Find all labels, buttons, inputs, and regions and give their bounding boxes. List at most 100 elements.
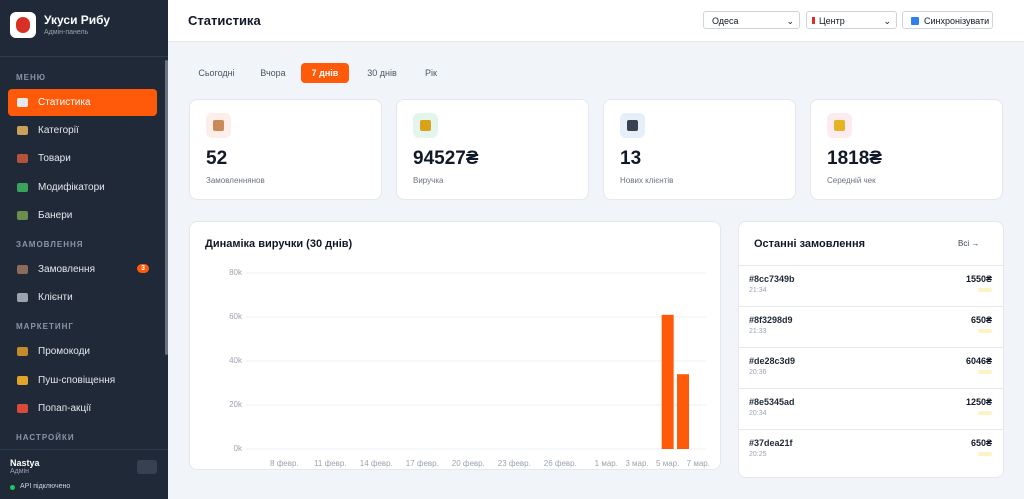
- city: Одеса: [712, 16, 739, 26]
- order-id: #37dea21f: [749, 438, 793, 448]
- nav-icon: [17, 265, 28, 274]
- stat-label: Нових клієнтів: [620, 176, 674, 185]
- page-title: Статистика: [188, 13, 261, 28]
- order-status: [978, 288, 992, 292]
- stat-icon: [413, 113, 438, 138]
- stat-label: Замовленнянов: [206, 176, 265, 185]
- nav-label: Попап-акції: [38, 403, 92, 414]
- order-status: [978, 370, 992, 374]
- nav-icon: [17, 183, 28, 192]
- nav-heading: МЕНЮ: [16, 73, 47, 82]
- nav-item[interactable]: Категорії: [8, 117, 157, 144]
- y-tick-label: 20k: [229, 400, 243, 409]
- nav-label: Товари: [38, 153, 71, 164]
- order-id: #8cc7349b: [749, 274, 795, 284]
- order-row[interactable]: #8cc7349b 21:34 1550₴: [739, 265, 1003, 307]
- order-row[interactable]: #8f3298d9 21:33 650₴: [739, 306, 1003, 348]
- nav-label: Категорії: [38, 125, 79, 136]
- order-id: #8f3298d9: [749, 315, 793, 325]
- user-role: Адмін: [10, 468, 29, 475]
- nav-item[interactable]: Замовлення 3: [8, 256, 157, 283]
- stat-card: 94527₴ Виручка: [396, 99, 589, 200]
- logo: [10, 12, 36, 38]
- order-time: 21:33: [749, 328, 767, 335]
- x-tick-label: 8 февр.: [270, 459, 299, 468]
- tab[interactable]: Сьогодні: [198, 68, 235, 78]
- order-price: 6046₴: [965, 356, 992, 366]
- tab[interactable]: Рік: [425, 68, 437, 78]
- brand-title: Укуси Рибу: [44, 13, 111, 27]
- stat-icon: [620, 113, 645, 138]
- brand-subtitle: Адмін-панель: [44, 29, 89, 36]
- nav-item[interactable]: Клієнти: [8, 284, 157, 311]
- sync-label: Синхронізувати: [924, 16, 990, 26]
- logout-button[interactable]: [137, 460, 157, 474]
- order-row[interactable]: #37dea21f 20:25 650₴: [739, 429, 1003, 471]
- nav-item[interactable]: Пуш-сповіщення: [8, 367, 157, 394]
- nav-item[interactable]: Модифікатори: [8, 174, 157, 201]
- nav-label: Промокоди: [38, 346, 90, 357]
- user-panel: Nastya Адмін API підключено: [0, 449, 168, 499]
- nav-label: Статистика: [38, 97, 91, 108]
- point-select[interactable]: Центр ⌄: [806, 11, 897, 29]
- order-row[interactable]: #8e5345ad 20:34 1250₴: [739, 388, 1003, 430]
- nav-item[interactable]: Банери: [8, 202, 157, 229]
- nav-item[interactable]: Товари: [8, 145, 157, 172]
- x-tick-label: 17 февр.: [406, 459, 439, 468]
- x-tick-label: 14 февр.: [360, 459, 393, 468]
- nav-label: Замовлення: [38, 264, 95, 275]
- point: Центр: [819, 16, 845, 26]
- order-status: [978, 329, 992, 333]
- nav-icon: [17, 98, 28, 107]
- stat-icon-glyph: [627, 120, 638, 131]
- nav-icon: [17, 347, 28, 356]
- nav-icon: [17, 404, 28, 413]
- y-tick-label: 80k: [229, 268, 243, 277]
- x-tick-label: 26 февр.: [544, 459, 577, 468]
- sync-button[interactable]: Синхронізувати: [902, 11, 993, 29]
- order-price: 1250₴: [965, 397, 992, 407]
- x-tick-label: 5 мар.: [656, 459, 679, 468]
- city-select[interactable]: Одеса ⌄: [703, 11, 800, 29]
- x-tick-label: 20 февр.: [452, 459, 485, 468]
- stat-icon: [206, 113, 231, 138]
- tab[interactable]: Вчора: [260, 68, 286, 78]
- order-price: 650₴: [970, 315, 992, 325]
- nav-heading: МАРКЕТИНГ: [16, 322, 74, 331]
- stat-icon-glyph: [834, 120, 845, 131]
- stat-value: 1818₴: [827, 148, 882, 169]
- orders-title: Останні замовлення: [754, 238, 866, 250]
- x-tick-label: 1 мар.: [595, 459, 618, 468]
- stat-icon: [827, 113, 852, 138]
- stat-icon-glyph: [420, 120, 431, 131]
- order-time: 20:25: [749, 451, 767, 458]
- x-tick-label: 3 мар.: [625, 459, 648, 468]
- order-row[interactable]: #de28c3d9 20:36 6046₴: [739, 347, 1003, 389]
- chart-title: Динаміка виручки (30 днів): [205, 238, 353, 250]
- nav-label: Клієнти: [38, 292, 73, 303]
- order-time: 21:34: [749, 287, 767, 294]
- order-status: [978, 452, 992, 456]
- nav-icon: [17, 293, 28, 302]
- nav-icon: [17, 126, 28, 135]
- order-id: #8e5345ad: [749, 397, 795, 407]
- bar: [677, 374, 689, 449]
- tab[interactable]: 30 днів: [367, 68, 397, 78]
- y-tick-label: 40k: [229, 356, 243, 365]
- tab[interactable]: 7 днів: [301, 63, 349, 83]
- nav-item[interactable]: Попап-акції: [8, 395, 157, 422]
- nav-icon: [17, 211, 28, 220]
- order-status: [978, 411, 992, 415]
- orders-link[interactable]: Всі →: [958, 239, 980, 248]
- nav-item[interactable]: Промокоди: [8, 338, 157, 365]
- order-price: 1550₴: [965, 274, 992, 284]
- stat-label: Середній чек: [827, 176, 876, 185]
- x-tick-label: 23 февр.: [498, 459, 531, 468]
- x-tick-label: 11 февр.: [314, 459, 346, 468]
- nav-item[interactable]: Статистика: [8, 89, 157, 116]
- y-tick-label: 0k: [234, 444, 243, 453]
- stat-card: 13 Нових клієнтів: [603, 99, 796, 200]
- api-status: API підключено: [20, 483, 71, 490]
- order-id: #de28c3d9: [749, 356, 796, 366]
- nav-icon: [17, 376, 28, 385]
